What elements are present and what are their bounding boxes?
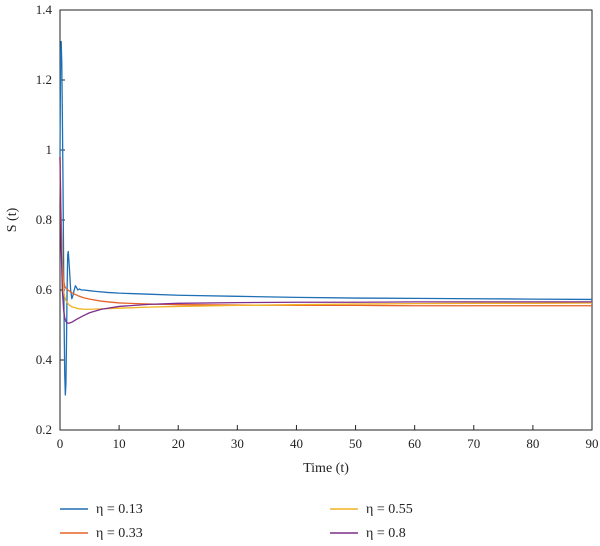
x-tick-label: 60 <box>408 436 421 451</box>
x-tick-label: 20 <box>172 436 185 451</box>
y-tick-label: 0.4 <box>36 352 53 367</box>
y-axis: 0.2 0.4 0.6 0.8 1 1.2 1.4 <box>36 2 65 437</box>
x-tick-label: 0 <box>57 436 64 451</box>
x-axis-label: Time (t) <box>303 461 349 476</box>
y-axis-label: S (t) <box>5 207 20 232</box>
y-tick-label: 0.2 <box>36 422 52 437</box>
x-tick-label: 10 <box>113 436 126 451</box>
series-line-2 <box>59 156 592 307</box>
x-axis: 0 10 20 30 40 50 60 70 80 90 <box>57 425 599 451</box>
legend-label-4: η = 0.8 <box>366 526 406 541</box>
legend-label-2: η = 0.33 <box>96 526 143 541</box>
series-line-3 <box>59 156 593 310</box>
legend-label-1: η = 0.13 <box>96 502 143 517</box>
series-line-4 <box>59 156 592 324</box>
y-tick-label: 1 <box>46 142 53 157</box>
y-tick-label: 0.8 <box>36 212 52 227</box>
legend-label-3: η = 0.55 <box>366 502 413 517</box>
legend: η = 0.13 η = 0.33 η = 0.55 η = 0.8 <box>60 502 413 541</box>
y-tick-label: 1.4 <box>36 2 53 17</box>
series-line-1 <box>59 40 593 396</box>
x-tick-label: 50 <box>349 436 362 451</box>
x-tick-label: 40 <box>290 436 303 451</box>
x-tick-label: 70 <box>467 436 480 451</box>
x-tick-label: 80 <box>526 436 539 451</box>
x-tick-label: 30 <box>231 436 244 451</box>
y-tick-label: 1.2 <box>36 72 52 87</box>
series-lines <box>59 40 593 396</box>
y-tick-label: 0.6 <box>36 282 53 297</box>
plot-area <box>59 9 593 431</box>
x-tick-label: 90 <box>586 436 599 451</box>
